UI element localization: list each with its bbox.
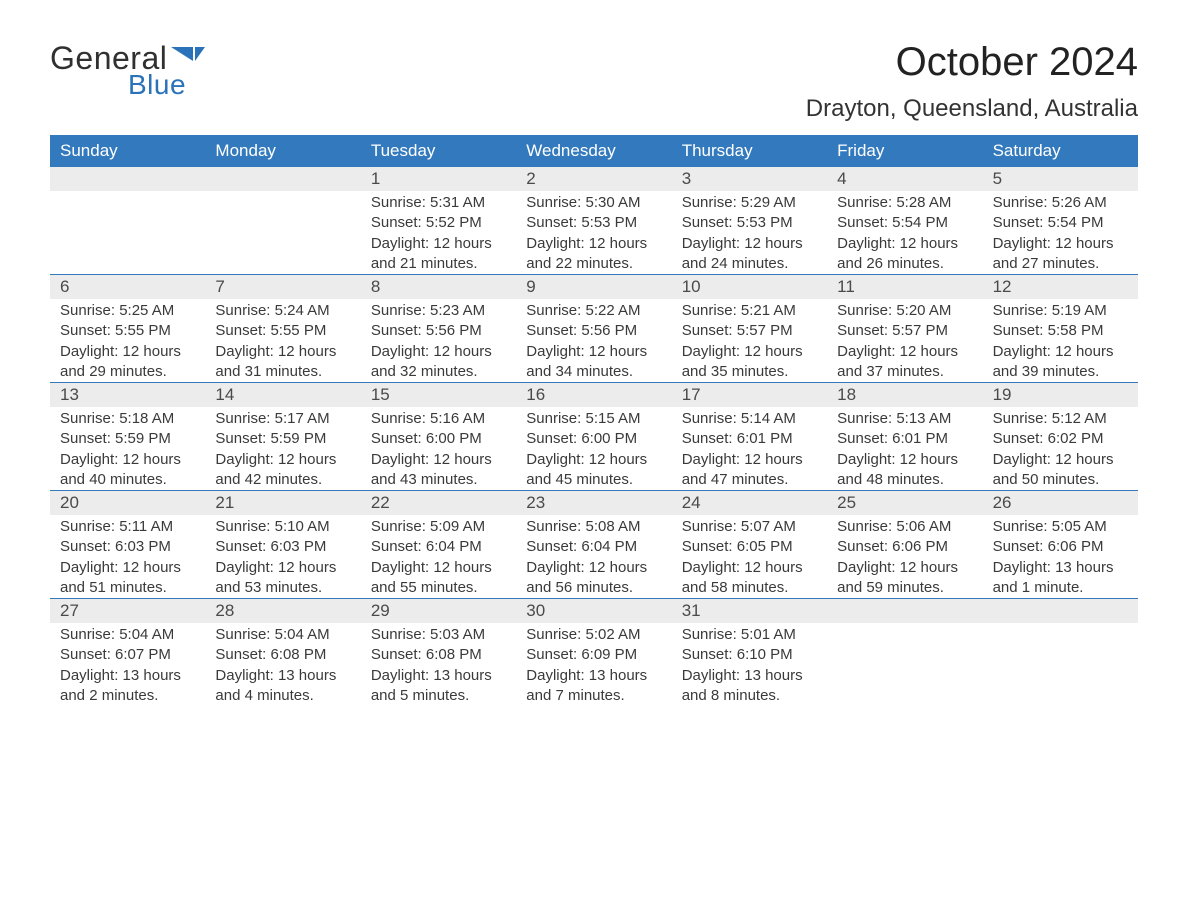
day-detail: Sunrise: 5:28 AM Sunset: 5:54 PM Dayligh… (827, 191, 982, 274)
day-number (827, 599, 982, 623)
day-detail: Sunrise: 5:22 AM Sunset: 5:56 PM Dayligh… (516, 299, 671, 382)
day-detail: Sunrise: 5:23 AM Sunset: 5:56 PM Dayligh… (361, 299, 516, 382)
day-detail: Sunrise: 5:12 AM Sunset: 6:02 PM Dayligh… (983, 407, 1138, 490)
day-number: 28 (205, 599, 360, 623)
day-detail: Sunrise: 5:03 AM Sunset: 6:08 PM Dayligh… (361, 623, 516, 706)
day-detail: Sunrise: 5:18 AM Sunset: 5:59 PM Dayligh… (50, 407, 205, 490)
day-header: Tuesday (361, 135, 516, 167)
day-number: 6 (50, 275, 205, 299)
day-number: 17 (672, 383, 827, 407)
day-number: 7 (205, 275, 360, 299)
calendar: Sunday Monday Tuesday Wednesday Thursday… (50, 135, 1138, 706)
day-detail: Sunrise: 5:31 AM Sunset: 5:52 PM Dayligh… (361, 191, 516, 274)
day-detail (50, 191, 205, 274)
day-number (205, 167, 360, 191)
day-detail: Sunrise: 5:17 AM Sunset: 5:59 PM Dayligh… (205, 407, 360, 490)
calendar-week: 13141516171819 Sunrise: 5:18 AM Sunset: 5… (50, 382, 1138, 490)
day-detail: Sunrise: 5:04 AM Sunset: 6:08 PM Dayligh… (205, 623, 360, 706)
day-detail: Sunrise: 5:09 AM Sunset: 6:04 PM Dayligh… (361, 515, 516, 598)
day-detail: Sunrise: 5:04 AM Sunset: 6:07 PM Dayligh… (50, 623, 205, 706)
day-number: 9 (516, 275, 671, 299)
day-detail (983, 623, 1138, 706)
day-number: 2 (516, 167, 671, 191)
day-detail: Sunrise: 5:25 AM Sunset: 5:55 PM Dayligh… (50, 299, 205, 382)
day-header: Sunday (50, 135, 205, 167)
day-number: 21 (205, 491, 360, 515)
day-header: Friday (827, 135, 982, 167)
day-number: 12 (983, 275, 1138, 299)
day-header-row: Sunday Monday Tuesday Wednesday Thursday… (50, 135, 1138, 167)
day-number: 14 (205, 383, 360, 407)
month-title: October 2024 (806, 40, 1138, 85)
location-subtitle: Drayton, Queensland, Australia (806, 95, 1138, 123)
day-number: 11 (827, 275, 982, 299)
day-number: 15 (361, 383, 516, 407)
logo: General Blue (50, 40, 205, 101)
day-detail: Sunrise: 5:24 AM Sunset: 5:55 PM Dayligh… (205, 299, 360, 382)
day-detail: Sunrise: 5:15 AM Sunset: 6:00 PM Dayligh… (516, 407, 671, 490)
day-number: 13 (50, 383, 205, 407)
calendar-week: 6789101112 Sunrise: 5:25 AM Sunset: 5:55 … (50, 274, 1138, 382)
day-header: Saturday (983, 135, 1138, 167)
day-detail: Sunrise: 5:29 AM Sunset: 5:53 PM Dayligh… (672, 191, 827, 274)
day-number: 10 (672, 275, 827, 299)
day-number: 20 (50, 491, 205, 515)
day-detail: Sunrise: 5:10 AM Sunset: 6:03 PM Dayligh… (205, 515, 360, 598)
day-number: 22 (361, 491, 516, 515)
day-detail: Sunrise: 5:08 AM Sunset: 6:04 PM Dayligh… (516, 515, 671, 598)
day-number: 1 (361, 167, 516, 191)
day-number (983, 599, 1138, 623)
day-number: 30 (516, 599, 671, 623)
day-number: 24 (672, 491, 827, 515)
page-header: General Blue October 2024 Drayton, Queen… (50, 40, 1138, 123)
calendar-week: 20212223242526 Sunrise: 5:11 AM Sunset: 6… (50, 490, 1138, 598)
day-number: 31 (672, 599, 827, 623)
logo-word2: Blue (128, 69, 205, 101)
day-detail: Sunrise: 5:16 AM Sunset: 6:00 PM Dayligh… (361, 407, 516, 490)
day-number: 27 (50, 599, 205, 623)
day-number: 18 (827, 383, 982, 407)
day-detail: Sunrise: 5:13 AM Sunset: 6:01 PM Dayligh… (827, 407, 982, 490)
day-detail: Sunrise: 5:02 AM Sunset: 6:09 PM Dayligh… (516, 623, 671, 706)
day-detail: Sunrise: 5:11 AM Sunset: 6:03 PM Dayligh… (50, 515, 205, 598)
day-number: 3 (672, 167, 827, 191)
day-detail: Sunrise: 5:01 AM Sunset: 6:10 PM Dayligh… (672, 623, 827, 706)
day-detail: Sunrise: 5:19 AM Sunset: 5:58 PM Dayligh… (983, 299, 1138, 382)
day-number: 25 (827, 491, 982, 515)
day-number: 8 (361, 275, 516, 299)
calendar-weeks: 12345Sunrise: 5:31 AM Sunset: 5:52 PM Da… (50, 167, 1138, 706)
day-header: Wednesday (516, 135, 671, 167)
day-number: 16 (516, 383, 671, 407)
day-detail (205, 191, 360, 274)
day-detail: Sunrise: 5:07 AM Sunset: 6:05 PM Dayligh… (672, 515, 827, 598)
title-block: October 2024 Drayton, Queensland, Austra… (806, 40, 1138, 123)
day-detail: Sunrise: 5:30 AM Sunset: 5:53 PM Dayligh… (516, 191, 671, 274)
calendar-week: 2728293031 Sunrise: 5:04 AM Sunset: 6:07 … (50, 598, 1138, 706)
day-detail: Sunrise: 5:26 AM Sunset: 5:54 PM Dayligh… (983, 191, 1138, 274)
day-number: 4 (827, 167, 982, 191)
day-number: 5 (983, 167, 1138, 191)
day-header: Thursday (672, 135, 827, 167)
day-header: Monday (205, 135, 360, 167)
day-detail (827, 623, 982, 706)
day-number: 26 (983, 491, 1138, 515)
day-number (50, 167, 205, 191)
day-detail: Sunrise: 5:14 AM Sunset: 6:01 PM Dayligh… (672, 407, 827, 490)
day-number: 23 (516, 491, 671, 515)
day-detail: Sunrise: 5:05 AM Sunset: 6:06 PM Dayligh… (983, 515, 1138, 598)
day-number: 19 (983, 383, 1138, 407)
day-detail: Sunrise: 5:20 AM Sunset: 5:57 PM Dayligh… (827, 299, 982, 382)
day-detail: Sunrise: 5:21 AM Sunset: 5:57 PM Dayligh… (672, 299, 827, 382)
day-detail: Sunrise: 5:06 AM Sunset: 6:06 PM Dayligh… (827, 515, 982, 598)
calendar-week: 12345 Sunrise: 5:31 AM Sunset: 5:52 PM Da… (50, 167, 1138, 274)
day-number: 29 (361, 599, 516, 623)
